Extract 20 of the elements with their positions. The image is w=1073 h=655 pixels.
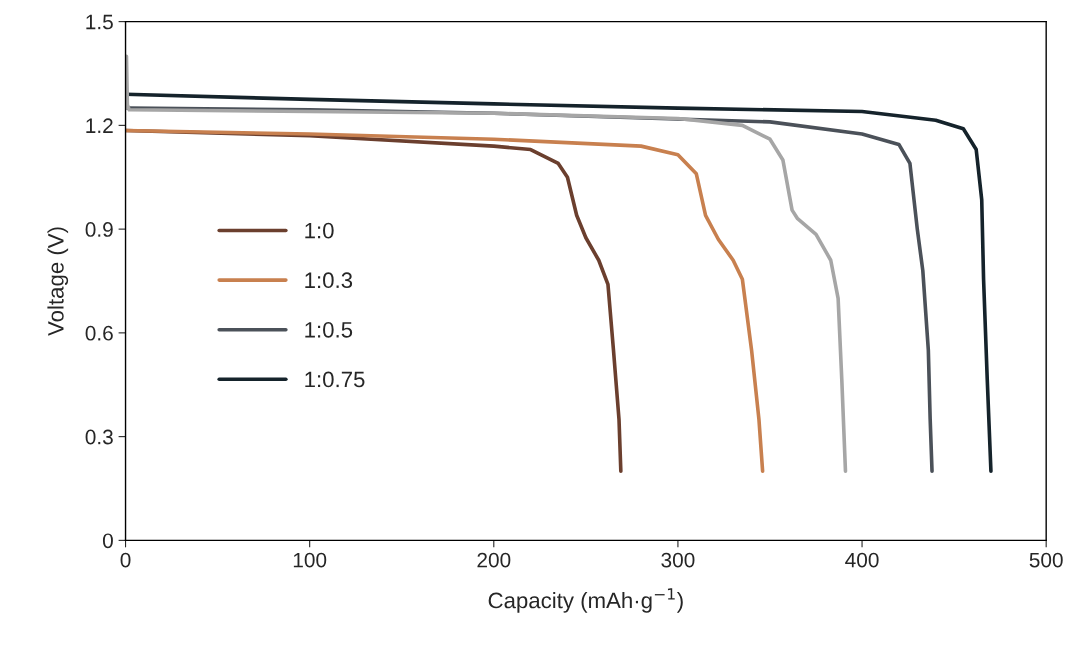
legend-label: 1:0 — [305, 222, 334, 239]
line-series — [125, 128, 765, 474]
x-tick-label: 400 — [845, 552, 879, 568]
legend-label: 1:0.3 — [305, 272, 353, 289]
line-series — [125, 54, 848, 474]
x-tick-label: 300 — [661, 552, 695, 568]
legend-label: 1:0.75 — [305, 371, 365, 388]
x-tick-label: 200 — [477, 552, 511, 568]
x-tick-label: 100 — [293, 552, 327, 568]
y-tick-label: 1.2 — [86, 118, 113, 133]
y-tick-label: 0 — [102, 533, 113, 549]
x-tick-label: 0 — [120, 552, 131, 568]
legend-label: 1:0.5 — [305, 321, 353, 338]
x-axis-title: Capacity (mAh·g$^{−1}$) — [488, 588, 683, 613]
y-tick-label: 0.9 — [85, 222, 113, 237]
y-axis-title: Voltage (V) — [47, 227, 69, 336]
y-tick-label: 0.3 — [85, 429, 113, 445]
x-tick-label: 500 — [1029, 552, 1063, 568]
y-tick-label: 0.6 — [85, 325, 113, 341]
y-tick-label: 1.5 — [86, 14, 113, 30]
